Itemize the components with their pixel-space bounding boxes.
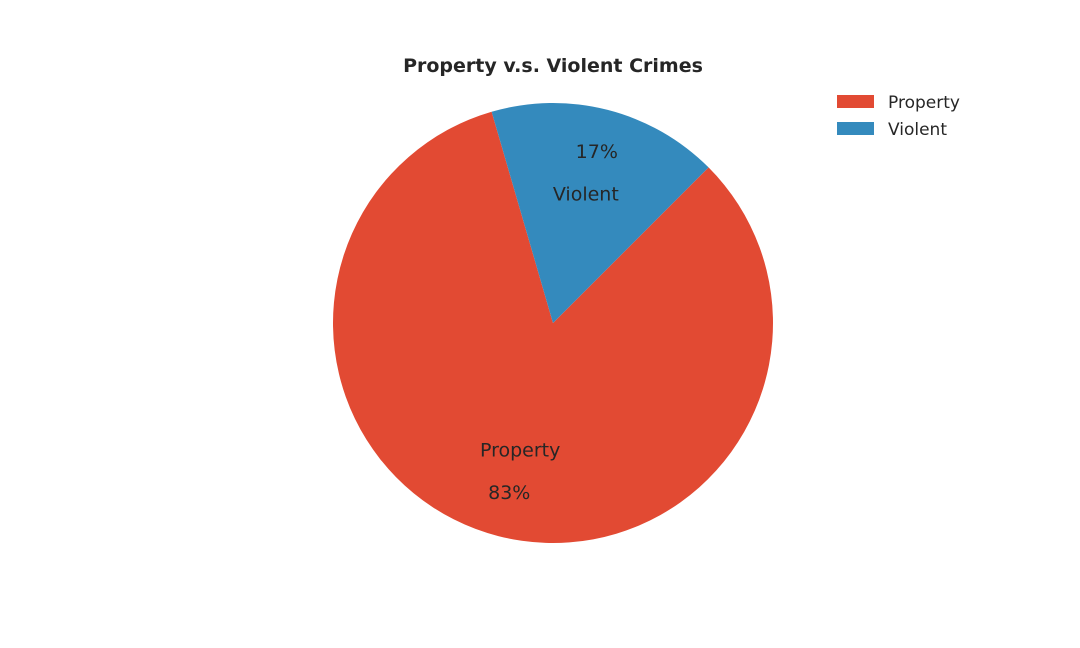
pie-slice-property [332, 111, 773, 544]
legend-label-property: Property [888, 93, 960, 113]
legend-label-violent: Violent [888, 120, 947, 140]
pie-slices [332, 103, 773, 544]
slice-percent-violent: 17% [576, 141, 618, 163]
legend: Property Violent [837, 93, 960, 140]
slice-label-violent: Violent [553, 184, 619, 206]
legend-swatch-violent [837, 122, 874, 135]
pie-labels: Property 83% Violent 17% [480, 141, 619, 504]
slice-percent-property: 83% [488, 482, 530, 504]
slice-label-property: Property [480, 439, 560, 461]
chart-title: Property v.s. Violent Crimes [403, 55, 703, 77]
pie-slice-violent [491, 103, 709, 324]
legend-swatch-property [837, 95, 874, 108]
